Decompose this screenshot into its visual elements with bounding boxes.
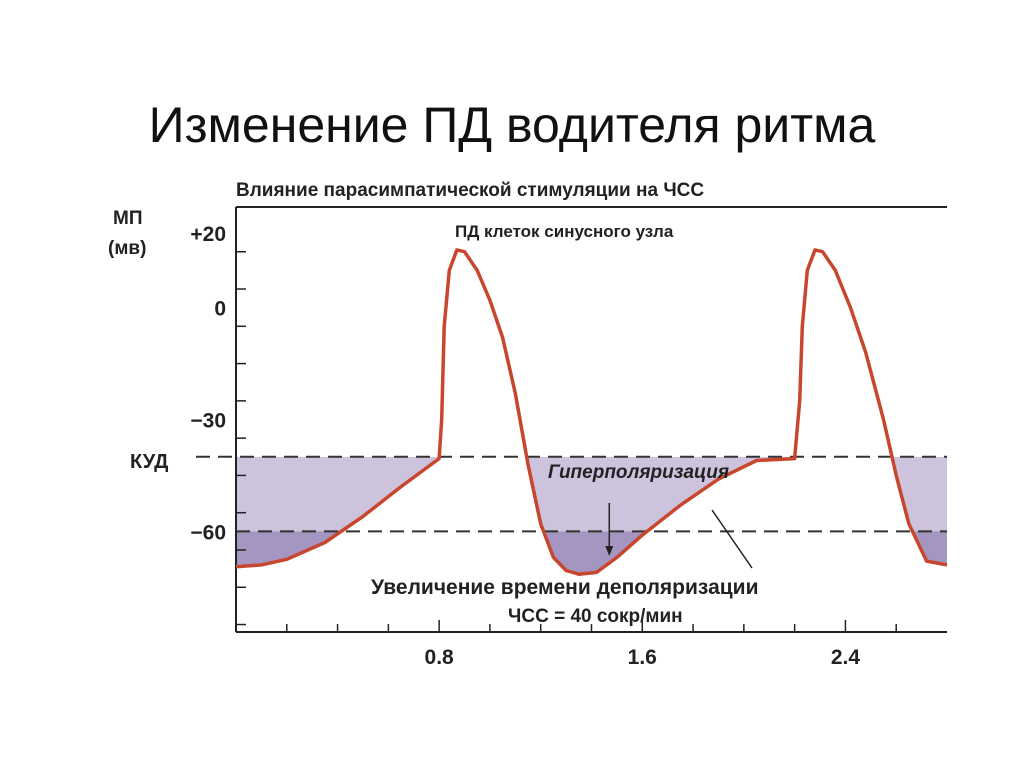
y-axis-label-line1: МП	[113, 208, 142, 229]
depolarization-pointer-line	[711, 509, 753, 569]
dashed-levels	[196, 455, 947, 533]
fill-lower-region	[236, 531, 947, 575]
y-tick-label: +20	[190, 223, 226, 246]
y-tick-label: −30	[190, 410, 226, 433]
y-tick-label: 0	[214, 298, 226, 321]
hyperpolarization-arrow-head	[605, 546, 614, 556]
ticks: +20 0 −30 −60 0.8 1.6 2.4	[190, 223, 897, 669]
x-tick-label: 2.4	[831, 646, 861, 669]
heart-rate-label: ЧСС = 40 сокр/мин	[508, 606, 683, 627]
y-axis-label-line2: (мв)	[108, 238, 146, 259]
y-tick-label: −60	[190, 521, 226, 544]
hyperpolarization-label: Гиперполяризация	[548, 462, 729, 483]
x-tick-label: 1.6	[628, 646, 657, 669]
chart-subtitle: ПД клеток синусного узла	[455, 222, 674, 241]
depolarization-time-label: Увеличение времени деполяризации	[371, 576, 759, 599]
fill-upper-region	[236, 456, 947, 575]
threshold-label: КУД	[130, 451, 168, 473]
curve-group	[235, 248, 948, 576]
action-potential-curve	[235, 248, 948, 576]
annotation-marks	[605, 503, 753, 569]
x-tick-label: 0.8	[425, 646, 455, 669]
area-fills	[236, 456, 947, 575]
chart-title: Влияние парасимпатической стимуляции на …	[236, 180, 704, 201]
slide-title: Изменение ПД водителя ритма	[148, 96, 876, 153]
